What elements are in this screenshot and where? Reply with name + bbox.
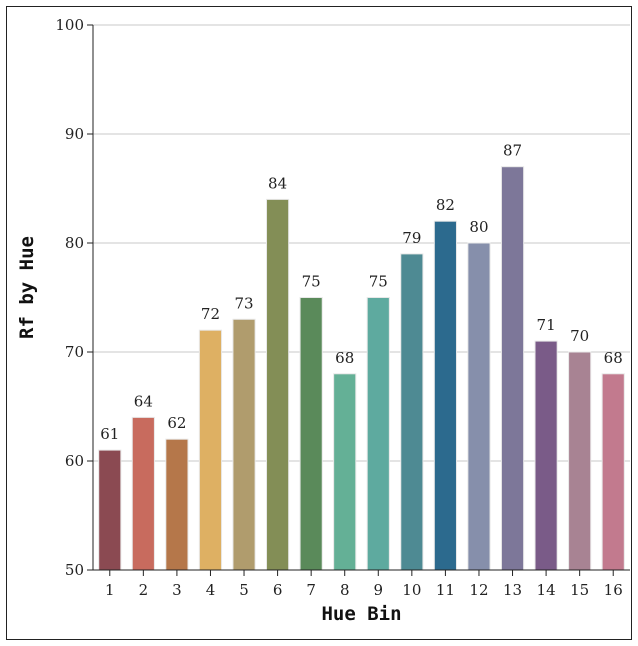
x-tick-label: 13: [503, 581, 522, 599]
x-tick-label: 6: [273, 581, 283, 599]
bar-3: [165, 438, 189, 571]
y-tick-label: 100: [55, 16, 84, 34]
bar-value-label: 64: [134, 392, 153, 410]
axes: [92, 25, 630, 571]
x-tick-label: 14: [537, 581, 556, 599]
bar-value-label: 75: [302, 273, 321, 291]
data-labels: 61 64 62 72 73 84 75 68 75 79 82 80 87 71 70 68: [100, 142, 623, 443]
bar-16: [601, 373, 625, 571]
bars: [98, 166, 625, 571]
bar-13: [500, 166, 525, 571]
bar-value-label: 61: [100, 425, 119, 443]
bar-value-label: 72: [201, 305, 220, 323]
bar-9: [366, 297, 390, 571]
bar-value-label: 73: [234, 294, 253, 312]
y-tick-label: 60: [65, 452, 84, 470]
y-axis-title: Rf by Hue: [16, 236, 38, 339]
x-tick-label: 1: [105, 581, 115, 599]
bar-10: [400, 253, 424, 571]
y-axis-ticks: 50 60 70 80 90 100: [55, 16, 93, 579]
x-tick-label: 9: [374, 581, 384, 599]
bar-4: [198, 329, 223, 571]
bar-value-label: 71: [537, 316, 556, 334]
bar-value-label: 80: [469, 218, 488, 236]
bar-7: [299, 297, 323, 571]
x-tick-label: 5: [239, 581, 249, 599]
x-tick-label: 8: [340, 581, 350, 599]
bar-1: [98, 449, 122, 571]
y-tick-label: 70: [65, 343, 84, 361]
bar-value-label: 84: [268, 174, 287, 192]
x-axis-title: Hue Bin: [321, 603, 401, 625]
x-tick-label: 15: [570, 581, 589, 599]
x-tick-label: 2: [139, 581, 149, 599]
bar-value-label: 68: [335, 349, 354, 367]
bar-6: [266, 198, 290, 571]
bar-value-label: 82: [436, 196, 455, 214]
x-axis-ticks: 1 2 3 4 5 6 7 8 9 10 11 12 13 14 15 16: [105, 570, 623, 599]
bar-value-label: 75: [369, 273, 388, 291]
bar-12: [467, 242, 491, 571]
y-tick-label: 50: [65, 561, 84, 579]
bar-8: [333, 373, 357, 571]
x-tick-label: 10: [402, 581, 421, 599]
x-tick-label: 11: [436, 581, 455, 599]
bar-value-label: 87: [503, 142, 522, 160]
bar-value-label: 68: [604, 349, 623, 367]
bar-2: [131, 416, 155, 571]
bar-15: [568, 351, 592, 571]
bar-5: [232, 318, 256, 571]
bar-11: [433, 220, 457, 571]
x-tick-label: 4: [206, 581, 216, 599]
y-tick-label: 80: [65, 234, 84, 252]
x-tick-label: 12: [469, 581, 488, 599]
bar-14: [534, 340, 558, 571]
bar-value-label: 79: [402, 229, 421, 247]
x-tick-label: 7: [306, 581, 316, 599]
y-tick-label: 90: [65, 125, 84, 143]
x-tick-label: 16: [604, 581, 623, 599]
bar-value-label: 70: [570, 327, 589, 345]
bar-value-label: 62: [167, 414, 186, 432]
x-tick-label: 3: [172, 581, 182, 599]
